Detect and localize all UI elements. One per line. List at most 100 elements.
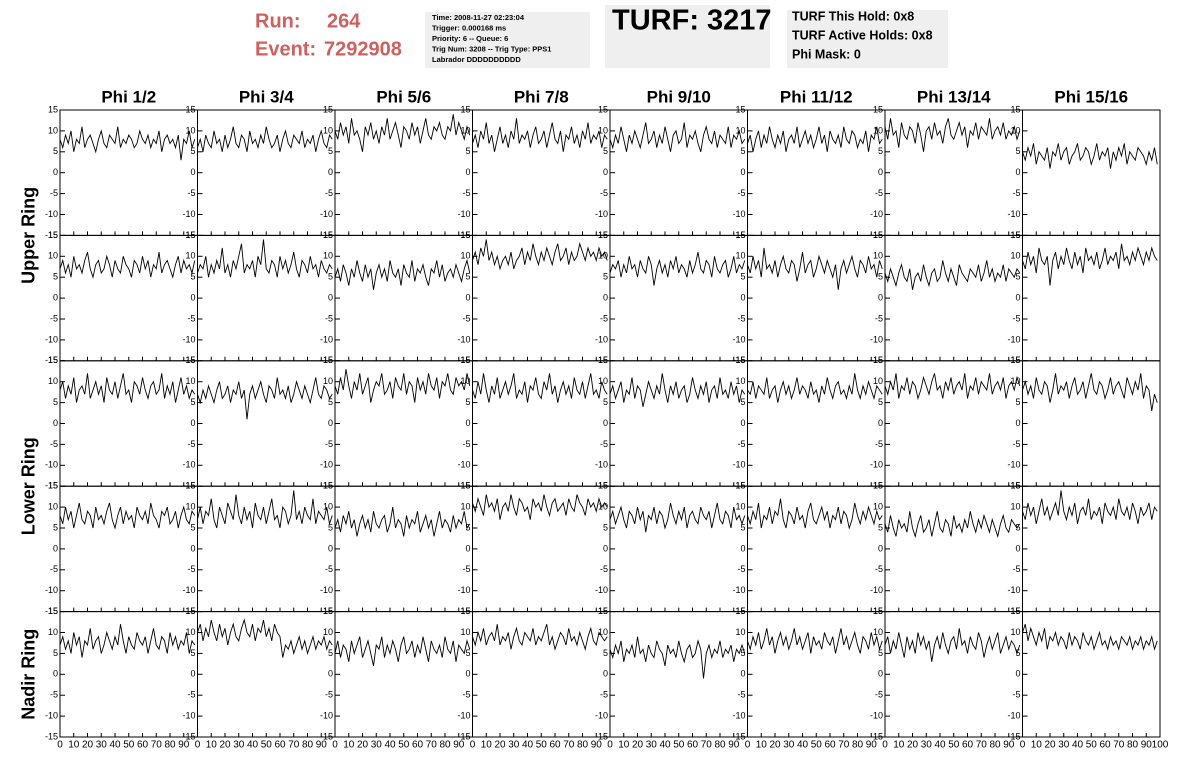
y-tick-label: -10 <box>1007 710 1020 720</box>
panel-frame <box>59 360 198 487</box>
y-tick-label: -10 <box>732 209 745 219</box>
event-number: 7292908 <box>324 38 402 60</box>
y-tick-label: 0 <box>328 167 333 177</box>
y-tick-label: -5 <box>50 439 58 449</box>
y-tick-label: -5 <box>875 690 883 700</box>
waveform <box>197 490 333 529</box>
info-line: Priority: 6 -- Queue: 6 <box>432 34 508 43</box>
info-line: Labrador DDDDDDDDDD <box>432 55 521 64</box>
y-tick-label: 0 <box>878 167 883 177</box>
y-tick-label: 15 <box>323 606 333 616</box>
turf-box <box>605 5 770 68</box>
panel-frame <box>609 109 748 236</box>
x-tick-label: 40 <box>1072 740 1084 751</box>
y-tick-label: 0 <box>190 292 195 302</box>
y-tick-label: -15 <box>182 230 195 240</box>
x-tick-label: 40 <box>247 740 259 751</box>
waveform <box>472 373 608 403</box>
panel-frame <box>472 485 611 613</box>
y-tick-label: 5 <box>603 397 608 407</box>
y-tick-label: 15 <box>598 355 608 365</box>
y-tick-label: -15 <box>595 355 608 365</box>
y-tick-label: 15 <box>598 230 608 240</box>
y-tick-label: 5 <box>328 272 333 282</box>
y-tick-label: 0 <box>603 167 608 177</box>
y-tick-label: 10 <box>1010 501 1020 511</box>
waveform <box>59 251 196 279</box>
y-tick-label: 15 <box>48 104 58 114</box>
y-tick-label: -15 <box>45 230 58 240</box>
y-tick-label: 0 <box>328 669 333 679</box>
waveform <box>197 126 333 152</box>
x-tick-label: 20 <box>632 740 644 751</box>
panel-frame <box>747 234 886 362</box>
x-tick-label: 40 <box>109 740 121 751</box>
panel-frame <box>472 611 611 738</box>
x-tick-label: 30 <box>96 740 108 751</box>
y-tick-label: -15 <box>45 481 58 491</box>
x-tick-label: 10 <box>68 740 80 751</box>
waveform <box>747 126 883 152</box>
waveform <box>609 122 746 152</box>
y-tick-label: -15 <box>45 731 58 741</box>
turf-info-line: TURF This Hold: 0x8 <box>792 9 914 23</box>
y-tick-label: 10 <box>185 376 195 386</box>
y-tick-label: 5 <box>603 272 608 282</box>
x-tick-label: 20 <box>769 740 781 751</box>
column-label: Phi 11/12 <box>780 87 853 106</box>
x-tick-label: 20 <box>357 740 369 751</box>
y-tick-label: 0 <box>740 543 745 553</box>
y-tick-label: -5 <box>50 564 58 574</box>
x-tick-label: 0 <box>195 740 201 751</box>
y-tick-label: 0 <box>465 669 470 679</box>
y-tick-label: -15 <box>732 355 745 365</box>
waveform <box>884 118 1021 152</box>
y-tick-label: 5 <box>1015 522 1020 532</box>
y-tick-label: 10 <box>323 376 333 386</box>
waveform <box>747 247 883 290</box>
info-line: Trig Num: 3208 -- Trig Type: PPS1 <box>432 44 551 53</box>
y-tick-label: 15 <box>185 606 195 616</box>
y-tick-label: 0 <box>1015 418 1020 428</box>
y-tick-label: -5 <box>325 313 333 323</box>
x-tick-label: 30 <box>1058 740 1070 751</box>
y-tick-label: 0 <box>740 669 745 679</box>
waveform <box>472 494 608 520</box>
y-tick-label: -5 <box>875 564 883 574</box>
y-tick-label: 0 <box>1015 167 1020 177</box>
x-tick-label: 60 <box>137 740 149 751</box>
y-tick-label: 15 <box>735 606 745 616</box>
y-tick-label: 5 <box>740 397 745 407</box>
x-tick-label: 10 <box>206 740 218 751</box>
y-tick-label: -5 <box>737 564 745 574</box>
y-tick-label: 5 <box>740 272 745 282</box>
y-tick-label: 5 <box>740 146 745 156</box>
y-tick-label: 10 <box>735 251 745 261</box>
y-tick-label: 0 <box>603 418 608 428</box>
y-tick-label: 5 <box>1015 648 1020 658</box>
y-tick-label: 5 <box>328 648 333 658</box>
y-tick-label: -5 <box>737 439 745 449</box>
y-tick-label: 0 <box>328 418 333 428</box>
y-tick-label: -15 <box>457 355 470 365</box>
waveform <box>472 623 608 651</box>
y-tick-label: 0 <box>740 292 745 302</box>
y-tick-label: -10 <box>732 460 745 470</box>
y-tick-label: 15 <box>735 104 745 114</box>
waveform <box>884 260 1021 290</box>
y-tick-label: 10 <box>598 125 608 135</box>
x-tick-label: 60 <box>962 740 974 751</box>
x-tick-label: 90 <box>1141 740 1153 751</box>
y-tick-label: 10 <box>735 501 745 511</box>
y-tick-label: -15 <box>45 355 58 365</box>
y-tick-label: 10 <box>460 125 470 135</box>
waveform <box>472 239 608 271</box>
y-tick-label: -5 <box>187 188 195 198</box>
x-tick-label: 20 <box>219 740 231 751</box>
x-tick-label: 0 <box>607 740 613 751</box>
y-tick-label: -10 <box>595 460 608 470</box>
run-label: Run: <box>255 10 301 32</box>
y-tick-label: 5 <box>465 648 470 658</box>
y-tick-label: 0 <box>53 669 58 679</box>
info-line: Time: 2008-11-27 02:23:04 <box>432 13 525 22</box>
